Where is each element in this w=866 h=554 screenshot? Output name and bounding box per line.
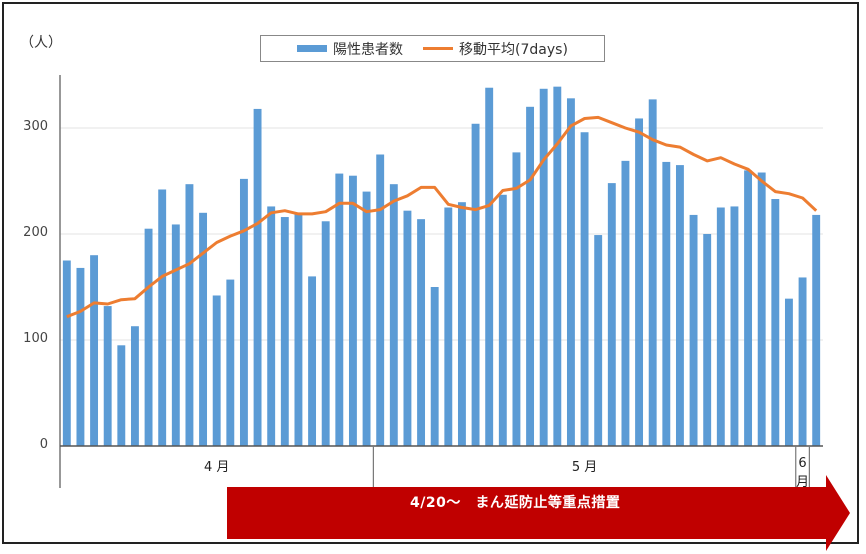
bar bbox=[103, 306, 112, 446]
bar bbox=[526, 106, 535, 447]
legend-item-cases: 陽性患者数 bbox=[297, 39, 403, 59]
y-axis-unit-label: （人） bbox=[20, 35, 62, 51]
bar bbox=[648, 99, 657, 446]
bar bbox=[117, 345, 126, 446]
bar bbox=[566, 98, 575, 446]
bar bbox=[812, 214, 821, 446]
bar bbox=[239, 178, 248, 446]
bar bbox=[771, 199, 780, 446]
bar bbox=[498, 194, 507, 446]
bar-swatch-icon bbox=[297, 45, 328, 52]
bar bbox=[76, 267, 85, 446]
bar bbox=[403, 210, 412, 446]
y-tick-label: 100 bbox=[23, 331, 48, 346]
moving-average-line bbox=[66, 115, 818, 319]
bar bbox=[444, 207, 453, 446]
bar bbox=[539, 88, 548, 446]
bar bbox=[185, 184, 194, 446]
bar bbox=[716, 207, 725, 446]
bar bbox=[689, 214, 698, 446]
month-label: 5 月 bbox=[571, 460, 598, 475]
month-label: 6 月 bbox=[796, 456, 810, 490]
bar bbox=[703, 234, 712, 446]
bar bbox=[621, 160, 630, 447]
emergency-measure-banner-text: 4/20～ まん延防止等重点措置 bbox=[410, 495, 621, 511]
bar bbox=[675, 165, 684, 446]
bar bbox=[512, 152, 521, 446]
bar bbox=[594, 235, 603, 446]
month-label: 4 月 bbox=[203, 460, 230, 475]
bar bbox=[267, 206, 276, 446]
bar bbox=[62, 260, 71, 446]
bar bbox=[90, 255, 99, 446]
bar bbox=[430, 287, 439, 446]
bar bbox=[308, 276, 317, 446]
bar bbox=[784, 298, 793, 446]
bar bbox=[389, 184, 398, 446]
legend-label-cases: 陽性患者数 bbox=[333, 41, 404, 58]
bar bbox=[580, 132, 589, 447]
bar bbox=[798, 277, 807, 446]
emergency-measure-arrow-icon bbox=[227, 475, 850, 551]
bar bbox=[212, 295, 221, 446]
bar bbox=[757, 172, 766, 446]
bar bbox=[376, 154, 385, 446]
bar bbox=[321, 221, 330, 446]
bar bbox=[744, 170, 753, 446]
line-swatch-icon bbox=[423, 47, 454, 50]
bar bbox=[607, 183, 616, 446]
bar bbox=[199, 212, 208, 446]
bar bbox=[280, 217, 289, 446]
bar bbox=[662, 161, 671, 447]
bar bbox=[294, 212, 303, 446]
bar bbox=[485, 87, 494, 446]
bar bbox=[471, 123, 480, 446]
bar bbox=[348, 175, 357, 446]
bar bbox=[457, 202, 466, 446]
bar bbox=[253, 108, 262, 447]
bar bbox=[158, 189, 167, 447]
bar bbox=[635, 118, 644, 447]
bar bbox=[417, 219, 426, 446]
y-tick-label: 300 bbox=[23, 119, 48, 134]
legend-label-moving-average: 移動平均(7days) bbox=[459, 41, 568, 58]
legend: 陽性患者数 移動平均(7days) bbox=[260, 35, 605, 62]
y-tick-label: 200 bbox=[23, 225, 48, 240]
bar bbox=[226, 279, 235, 446]
bar bbox=[362, 191, 371, 446]
bar bbox=[730, 206, 739, 446]
bar bbox=[335, 173, 344, 446]
legend-item-moving-average: 移動平均(7days) bbox=[423, 39, 568, 59]
bar bbox=[553, 86, 562, 446]
y-tick-label: 0 bbox=[39, 437, 48, 452]
bar bbox=[130, 326, 139, 446]
bar bbox=[171, 224, 180, 446]
bar bbox=[144, 228, 153, 446]
